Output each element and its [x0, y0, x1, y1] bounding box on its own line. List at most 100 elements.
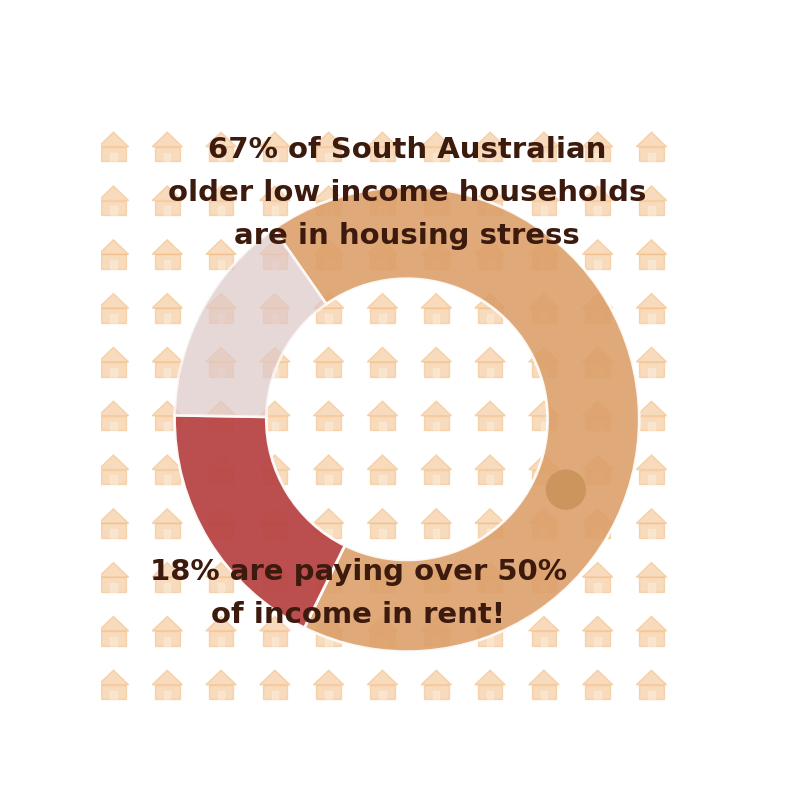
Polygon shape: [433, 422, 440, 430]
Circle shape: [545, 469, 586, 510]
Polygon shape: [206, 455, 237, 469]
Polygon shape: [164, 476, 171, 484]
Polygon shape: [110, 530, 117, 538]
Polygon shape: [541, 206, 547, 215]
Polygon shape: [648, 206, 655, 215]
Polygon shape: [424, 523, 449, 538]
Polygon shape: [531, 523, 557, 538]
Polygon shape: [101, 469, 125, 484]
Polygon shape: [487, 422, 493, 430]
Polygon shape: [583, 616, 613, 631]
Polygon shape: [595, 583, 601, 592]
Polygon shape: [380, 206, 386, 215]
Polygon shape: [98, 401, 129, 416]
Polygon shape: [260, 347, 290, 362]
Polygon shape: [433, 691, 440, 700]
Polygon shape: [164, 637, 171, 646]
Polygon shape: [326, 314, 332, 323]
Polygon shape: [648, 368, 655, 376]
Polygon shape: [380, 476, 386, 484]
Polygon shape: [424, 201, 449, 215]
Polygon shape: [595, 691, 601, 700]
Polygon shape: [110, 152, 117, 161]
Polygon shape: [110, 206, 117, 215]
Polygon shape: [487, 314, 493, 323]
Polygon shape: [475, 401, 505, 416]
Polygon shape: [487, 206, 493, 215]
Polygon shape: [316, 523, 341, 538]
Polygon shape: [272, 476, 278, 484]
Polygon shape: [424, 416, 449, 430]
Polygon shape: [531, 684, 557, 700]
Polygon shape: [380, 530, 386, 538]
Polygon shape: [475, 509, 505, 523]
Polygon shape: [648, 422, 655, 430]
Polygon shape: [475, 294, 505, 308]
Polygon shape: [380, 368, 386, 376]
Polygon shape: [316, 254, 341, 269]
Polygon shape: [541, 314, 547, 323]
Polygon shape: [316, 201, 341, 215]
Polygon shape: [529, 186, 559, 201]
Polygon shape: [326, 583, 332, 592]
Polygon shape: [260, 455, 290, 469]
Polygon shape: [370, 254, 395, 269]
Polygon shape: [367, 132, 398, 147]
Polygon shape: [98, 670, 129, 684]
Polygon shape: [218, 476, 224, 484]
Polygon shape: [110, 368, 117, 376]
Polygon shape: [433, 476, 440, 484]
Polygon shape: [110, 260, 117, 269]
Polygon shape: [316, 147, 341, 161]
Polygon shape: [529, 670, 559, 684]
Polygon shape: [380, 260, 386, 269]
Polygon shape: [648, 637, 655, 646]
Polygon shape: [636, 509, 667, 523]
Polygon shape: [155, 362, 179, 376]
Polygon shape: [101, 684, 125, 700]
Polygon shape: [541, 368, 547, 376]
Polygon shape: [475, 670, 505, 684]
Polygon shape: [531, 201, 557, 215]
Wedge shape: [175, 229, 326, 417]
Polygon shape: [478, 254, 503, 269]
Polygon shape: [164, 368, 171, 376]
Polygon shape: [585, 147, 610, 161]
Polygon shape: [155, 308, 179, 323]
Polygon shape: [487, 368, 493, 376]
Polygon shape: [595, 206, 601, 215]
Polygon shape: [583, 186, 613, 201]
Polygon shape: [272, 637, 278, 646]
Polygon shape: [209, 684, 233, 700]
Polygon shape: [487, 152, 493, 161]
Polygon shape: [478, 147, 503, 161]
Polygon shape: [639, 254, 664, 269]
Polygon shape: [101, 631, 125, 646]
Polygon shape: [316, 631, 341, 646]
Polygon shape: [585, 308, 610, 323]
Polygon shape: [433, 368, 440, 376]
Polygon shape: [209, 362, 233, 376]
Polygon shape: [314, 132, 344, 147]
Polygon shape: [433, 314, 440, 323]
Polygon shape: [529, 347, 559, 362]
Polygon shape: [155, 416, 179, 430]
Polygon shape: [475, 186, 505, 201]
Polygon shape: [424, 684, 449, 700]
Polygon shape: [595, 314, 601, 323]
Polygon shape: [433, 583, 440, 592]
Polygon shape: [155, 684, 179, 700]
Polygon shape: [272, 206, 278, 215]
Polygon shape: [209, 201, 233, 215]
Polygon shape: [218, 583, 224, 592]
Polygon shape: [529, 132, 559, 147]
Polygon shape: [263, 684, 287, 700]
Wedge shape: [274, 187, 639, 652]
Polygon shape: [648, 583, 655, 592]
Polygon shape: [209, 577, 233, 592]
Polygon shape: [424, 254, 449, 269]
Polygon shape: [421, 132, 452, 147]
Polygon shape: [101, 577, 125, 592]
Polygon shape: [585, 631, 610, 646]
Polygon shape: [152, 401, 183, 416]
